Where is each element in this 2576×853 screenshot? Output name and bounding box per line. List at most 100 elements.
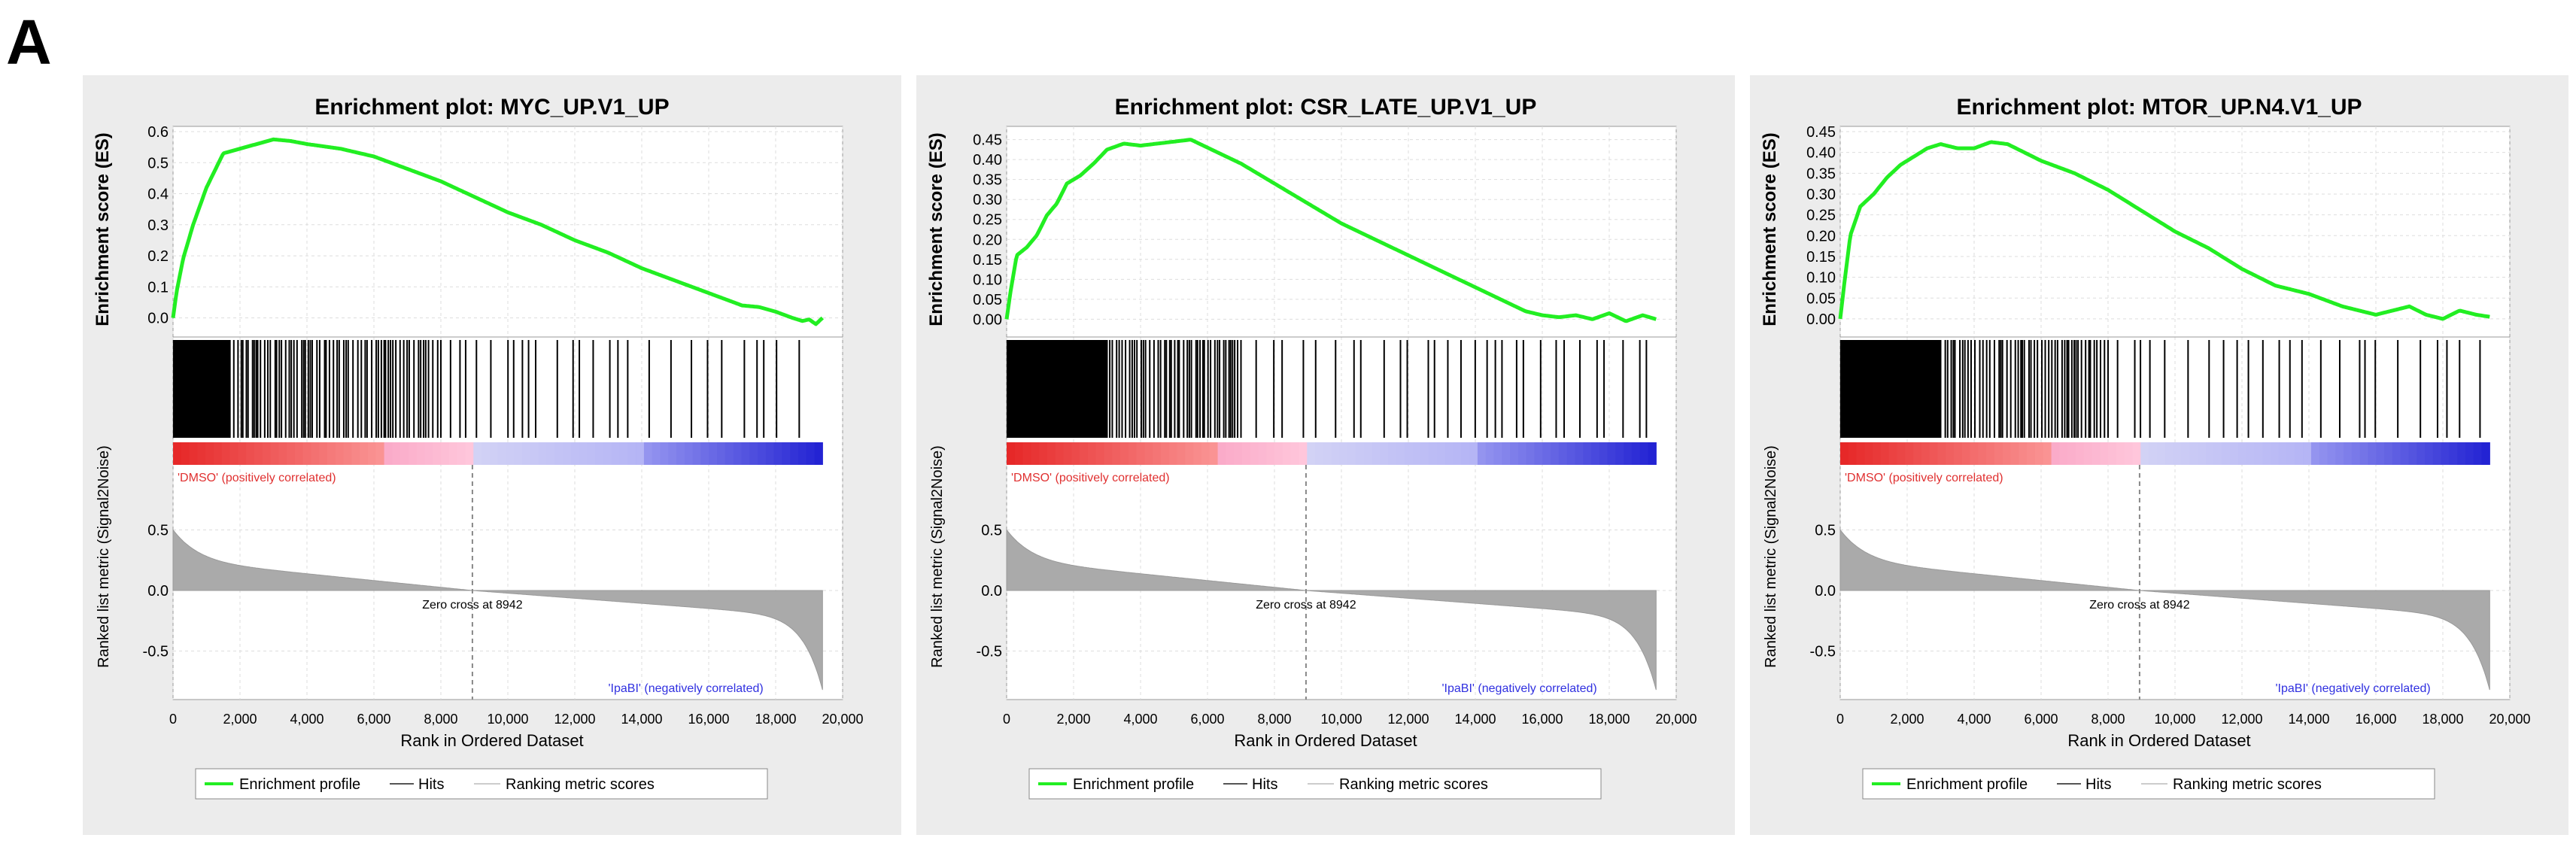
rank-color-segment bbox=[2327, 442, 2336, 465]
es-axis-label: Enrichment score (ES) bbox=[926, 132, 946, 326]
rank-color-segment bbox=[1994, 442, 2003, 465]
x-tick-label: 12,000 bbox=[1387, 712, 1429, 727]
legend-label-metric: Ranking metric scores bbox=[2173, 776, 2322, 793]
metric-tick-label: 0.5 bbox=[147, 522, 169, 539]
negative-correlation-label: 'IpaBI' (negatively correlated) bbox=[2276, 682, 2431, 695]
rank-color-segment bbox=[384, 442, 393, 465]
zero-cross-label: Zero cross at 8942 bbox=[1256, 599, 1356, 612]
rank-color-segment bbox=[1250, 442, 1259, 465]
rank-color-segment bbox=[1517, 442, 1527, 465]
rank-color-segment bbox=[205, 442, 214, 465]
rank-color-segment bbox=[1112, 442, 1121, 465]
rank-color-segment bbox=[278, 442, 287, 465]
rank-color-segment bbox=[1177, 442, 1186, 465]
rank-color-segment bbox=[1461, 442, 1470, 465]
x-tick-label: 6,000 bbox=[1190, 712, 1224, 727]
rank-color-segment bbox=[1921, 442, 1930, 465]
es-tick-label: 0.40 bbox=[1806, 145, 1836, 162]
rank-color-segment bbox=[1168, 442, 1178, 465]
rank-color-segment bbox=[408, 442, 418, 465]
rank-color-segment bbox=[2303, 442, 2312, 465]
rank-color-segment bbox=[1007, 442, 1016, 465]
rank-color-segment bbox=[2205, 442, 2214, 465]
es-tick-label: 0.5 bbox=[147, 155, 169, 172]
ranked-metric-area bbox=[1006, 528, 1657, 691]
es-tick-label: 0.30 bbox=[973, 192, 1002, 208]
rank-color-segment bbox=[2197, 442, 2207, 465]
rank-color-segment bbox=[2059, 442, 2068, 465]
rank-color-segment bbox=[1631, 442, 1641, 465]
x-axis-label: Rank in Ordered Dataset bbox=[2067, 731, 2250, 750]
rank-color-segment bbox=[709, 442, 718, 465]
rank-color-segment bbox=[1429, 442, 1438, 465]
rank-color-segment bbox=[611, 442, 621, 465]
rank-color-segment bbox=[1599, 442, 1608, 465]
x-tick-label: 2,000 bbox=[223, 712, 257, 727]
enrichment-profile-line bbox=[171, 137, 825, 326]
metric-tick-label: 0.0 bbox=[147, 583, 169, 600]
rank-color-segment bbox=[2432, 442, 2442, 465]
rank-color-segment bbox=[1380, 442, 1389, 465]
rank-color-segment bbox=[1420, 442, 1429, 465]
rank-color-segment bbox=[2164, 442, 2174, 465]
legend-label-profile: Enrichment profile bbox=[239, 776, 360, 793]
rank-color-segment bbox=[2473, 442, 2483, 465]
rank-color-segment bbox=[700, 442, 709, 465]
enrichment-profile-line bbox=[1004, 138, 1657, 323]
rank-color-segment bbox=[554, 442, 564, 465]
rank-color-segment bbox=[2384, 442, 2393, 465]
rank-color-segment bbox=[1469, 442, 1478, 465]
chart-title: Enrichment plot: MTOR_UP.N4.V1_UP bbox=[1956, 95, 2362, 120]
rank-color-segment bbox=[2083, 442, 2093, 465]
rank-color-segment bbox=[1331, 442, 1341, 465]
positive-correlation-label: 'DMSO' (positively correlated) bbox=[1011, 472, 1170, 484]
rank-color-segment bbox=[465, 442, 474, 465]
x-axis-label: Rank in Ordered Dataset bbox=[1234, 731, 1417, 750]
legend-label-metric: Ranking metric scores bbox=[1339, 776, 1488, 793]
rank-color-segment bbox=[1031, 442, 1040, 465]
rank-color-segment bbox=[1897, 442, 1906, 465]
rank-color-segment bbox=[2465, 442, 2474, 465]
rank-color-segment bbox=[1534, 442, 1543, 465]
ranked-metric-area bbox=[172, 528, 823, 691]
rank-color-segment bbox=[1014, 442, 1024, 465]
x-tick-label: 18,000 bbox=[1588, 712, 1630, 727]
rank-color-segment bbox=[2173, 442, 2182, 465]
rank-color-segment bbox=[1307, 442, 1316, 465]
rank-color-segment bbox=[2295, 442, 2304, 465]
rank-color-segment bbox=[367, 442, 377, 465]
es-tick-label: 0.00 bbox=[973, 311, 1002, 328]
x-tick-label: 0 bbox=[1003, 712, 1010, 727]
rank-color-segment bbox=[197, 442, 206, 465]
rank-color-segment bbox=[302, 442, 312, 465]
rank-color-segment bbox=[1217, 442, 1226, 465]
metric-axis-label: Ranked list metric (Signal2Noise) bbox=[929, 445, 946, 668]
rank-color-segment bbox=[2417, 442, 2426, 465]
rank-color-segment bbox=[1372, 442, 1381, 465]
rank-color-segment bbox=[448, 442, 458, 465]
rank-color-segment bbox=[213, 442, 223, 465]
rank-color-segment bbox=[2156, 442, 2166, 465]
rank-color-segment bbox=[619, 442, 628, 465]
rank-color-segment bbox=[1356, 442, 1365, 465]
rank-color-segment bbox=[1404, 442, 1414, 465]
es-tick-label: 0.15 bbox=[973, 252, 1002, 269]
rank-color-segment bbox=[2270, 442, 2280, 465]
rank-color-segment bbox=[1299, 442, 1308, 465]
rank-color-segment bbox=[2019, 442, 2028, 465]
x-tick-label: 18,000 bbox=[2422, 712, 2463, 727]
es-tick-label: 0.25 bbox=[1806, 208, 1836, 224]
rank-color-segment bbox=[262, 442, 272, 465]
rank-color-segment bbox=[1128, 442, 1138, 465]
rank-color-segment bbox=[1095, 442, 1105, 465]
rank-color-segment bbox=[579, 442, 588, 465]
rank-color-segment bbox=[360, 442, 369, 465]
rank-color-segment bbox=[2457, 442, 2466, 465]
rank-color-segment bbox=[1502, 442, 1511, 465]
x-tick-label: 8,000 bbox=[2091, 712, 2125, 727]
rank-color-segment bbox=[392, 442, 401, 465]
rank-color-segment bbox=[1363, 442, 1373, 465]
rank-color-segment bbox=[2351, 442, 2361, 465]
rank-color-segment bbox=[2213, 442, 2222, 465]
rank-color-segment bbox=[717, 442, 726, 465]
